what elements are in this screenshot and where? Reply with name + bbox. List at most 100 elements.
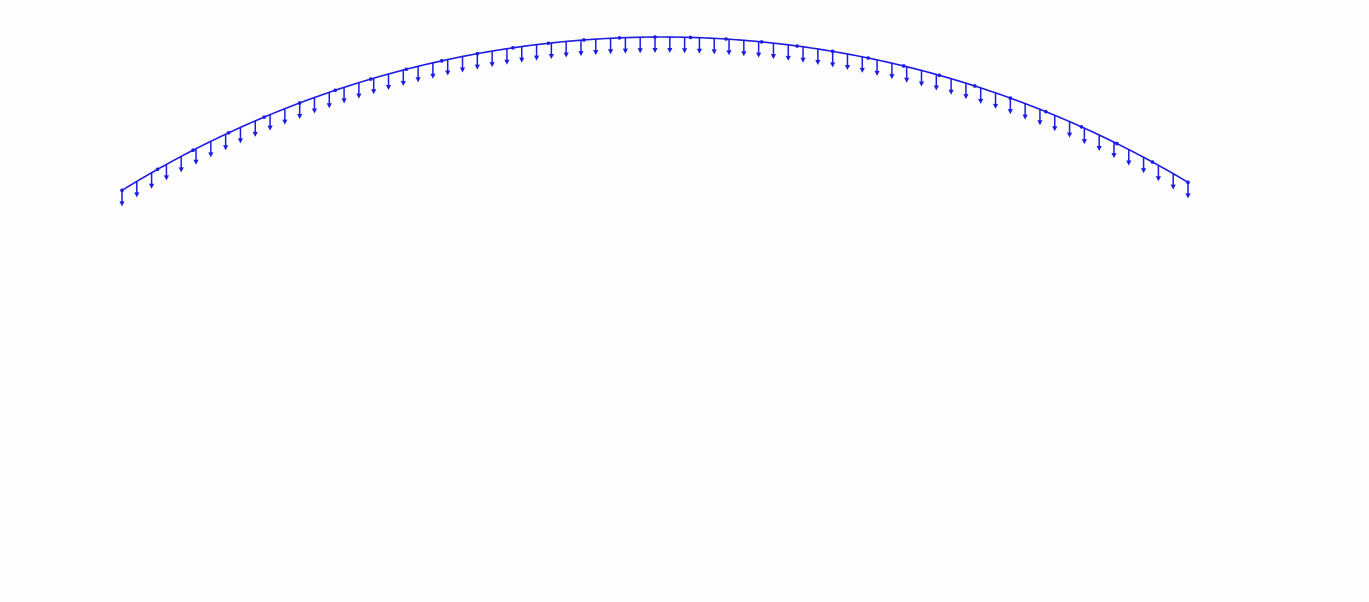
- arch-node: [262, 115, 266, 119]
- load-arrow-head: [297, 113, 303, 119]
- arch-node: [973, 84, 977, 88]
- load-arrow: [400, 69, 406, 87]
- load-arrow: [1111, 141, 1117, 159]
- load-arrow: [830, 50, 836, 68]
- load-arrow: [859, 56, 865, 73]
- load-arrow-head: [933, 85, 939, 91]
- load-arrow-head: [874, 70, 880, 76]
- load-arrow: [533, 43, 540, 61]
- load-arrow-head: [149, 183, 155, 189]
- load-arrow-head: [326, 103, 332, 109]
- load-arrow: [918, 69, 925, 87]
- load-arrow: [682, 36, 688, 54]
- load-arrow-head: [356, 93, 362, 99]
- load-arrow-head: [1037, 120, 1043, 126]
- load-arrow-head: [311, 108, 318, 114]
- load-arrow: [282, 107, 288, 125]
- load-arrow-head: [267, 125, 273, 131]
- load-arrow-head: [948, 89, 954, 95]
- arch-node: [617, 36, 622, 40]
- load-arrow: [223, 133, 229, 151]
- load-arrow: [519, 45, 525, 63]
- load-arrow-head: [652, 48, 658, 54]
- arch-node: [226, 131, 231, 135]
- arch-node: [937, 73, 942, 78]
- arch-node: [368, 77, 373, 81]
- load-arrow-head: [1096, 145, 1102, 151]
- arch-nodes: [120, 35, 1190, 193]
- load-arrow: [1007, 97, 1013, 115]
- load-arrow-head: [726, 50, 732, 56]
- load-arrow: [1022, 102, 1028, 120]
- load-arrow-head: [711, 49, 717, 55]
- load-arrow: [904, 65, 910, 83]
- load-arrow-head: [859, 67, 865, 73]
- load-arrow: [711, 37, 717, 55]
- load-arrow-head: [844, 64, 851, 70]
- load-arrow: [356, 81, 362, 99]
- load-arrow-head: [371, 89, 377, 95]
- load-arrow: [1155, 164, 1161, 182]
- load-arrow-head: [593, 50, 599, 56]
- load-arrow: [385, 73, 392, 91]
- load-arrow-head: [474, 64, 480, 70]
- load-arrow-head: [1081, 139, 1087, 145]
- load-arrow-head: [237, 138, 244, 144]
- load-arrow: [119, 189, 125, 207]
- load-arrow: [1126, 148, 1132, 166]
- load-arrow: [1037, 108, 1043, 126]
- load-arrow: [593, 38, 599, 56]
- arch-node: [333, 88, 338, 93]
- load-arrow-head: [1170, 184, 1176, 190]
- load-arrow-head: [563, 52, 569, 58]
- load-arrow-head: [889, 74, 895, 80]
- load-arrow-head: [208, 152, 214, 158]
- load-arrow: [933, 73, 939, 91]
- load-arrow-head: [1140, 168, 1147, 174]
- load-arrow-head: [163, 175, 170, 181]
- load-arrow: [815, 48, 821, 65]
- distributed-load-arrows: [119, 36, 1191, 207]
- load-arrow-head: [1066, 132, 1073, 138]
- load-arrow: [1096, 134, 1102, 151]
- load-arrow-head: [741, 51, 747, 57]
- arch-node: [901, 64, 906, 68]
- arch-node: [155, 167, 160, 172]
- load-arrow: [785, 44, 791, 61]
- load-arrow-head: [504, 59, 510, 65]
- load-arrow-head: [785, 55, 791, 61]
- arch-node: [1044, 109, 1048, 114]
- load-arrow: [992, 92, 999, 109]
- load-arrow: [889, 62, 895, 80]
- load-arrow: [563, 40, 569, 58]
- load-arrow-head: [682, 48, 688, 54]
- load-arrow-head: [904, 77, 910, 83]
- load-arrow: [297, 102, 303, 119]
- load-arrow-head: [1052, 126, 1058, 132]
- arch-node: [546, 41, 551, 46]
- load-arrow: [770, 42, 777, 60]
- load-arrow: [430, 62, 436, 79]
- load-arrow-head: [341, 98, 347, 104]
- load-arrow: [548, 42, 554, 59]
- arch-node: [511, 46, 515, 50]
- load-arrow: [696, 36, 703, 54]
- load-arrow-head: [548, 53, 554, 59]
- load-arrow: [578, 39, 584, 57]
- load-arrow: [341, 86, 347, 104]
- load-arrow-head: [800, 57, 806, 63]
- load-arrow-head: [963, 94, 969, 100]
- load-arrow-head: [282, 119, 288, 125]
- load-arrow-head: [119, 201, 125, 207]
- load-arrow-head: [815, 59, 821, 65]
- load-arrow-head: [519, 57, 525, 63]
- load-arrow-head: [637, 48, 643, 54]
- load-arrow: [726, 38, 732, 56]
- load-arrow: [474, 52, 480, 70]
- load-arrow-head: [252, 131, 258, 137]
- load-arrow-head: [430, 73, 436, 79]
- load-arrow: [622, 36, 628, 54]
- load-arrow: [1185, 181, 1191, 199]
- load-arrow: [741, 39, 747, 57]
- load-arrow-head: [385, 85, 392, 91]
